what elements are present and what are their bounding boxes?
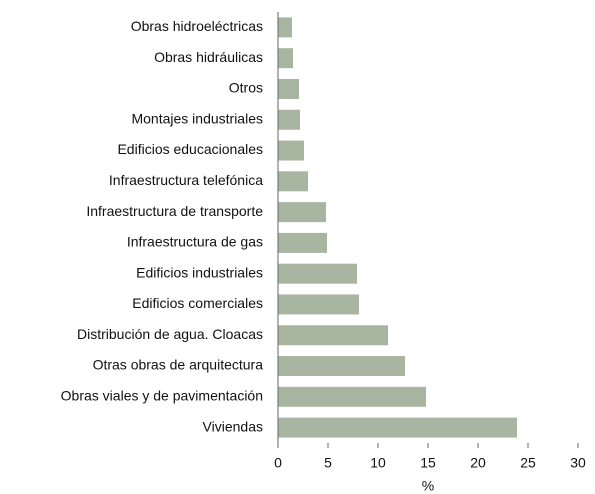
x-tick-label: 0 — [274, 455, 282, 471]
bar — [278, 325, 388, 346]
bar — [278, 294, 359, 315]
bar — [278, 140, 304, 161]
y-tick-label: Edificios comerciales — [132, 295, 263, 311]
bar — [278, 202, 326, 223]
y-tick-label: Otras obras de arquitectura — [93, 357, 264, 373]
y-tick-label: Obras hidráulicas — [154, 49, 263, 65]
bar — [278, 171, 308, 192]
x-tick-label: 15 — [420, 455, 436, 471]
y-tick-label: Viviendas — [203, 418, 263, 434]
x-axis-label: % — [422, 478, 434, 494]
y-tick-label: Edificios educacionales — [117, 141, 263, 157]
bar — [278, 109, 300, 130]
bar — [278, 356, 405, 377]
bar — [278, 417, 517, 438]
y-tick-label: Obras hidroeléctricas — [131, 18, 263, 34]
x-tick-label: 20 — [470, 455, 486, 471]
bar — [278, 386, 426, 407]
bar — [278, 48, 293, 69]
y-tick-label: Distribución de agua. Cloacas — [77, 326, 263, 342]
bar — [278, 17, 292, 38]
bar — [278, 232, 327, 253]
y-tick-label: Infraestructura telefónica — [109, 172, 263, 188]
x-tick-label: 5 — [324, 455, 332, 471]
y-tick-label: Edificios industriales — [136, 264, 263, 280]
y-tick-label: Otros — [229, 80, 263, 96]
y-tick-label: Infraestructura de transporte — [86, 203, 263, 219]
y-tick-label: Montajes industriales — [131, 110, 263, 126]
y-tick-label: Infraestructura de gas — [127, 234, 263, 250]
x-tick-label: 30 — [570, 455, 586, 471]
bar — [278, 78, 299, 99]
x-tick-label: 10 — [370, 455, 386, 471]
y-tick-label: Obras viales y de pavimentación — [61, 388, 263, 404]
bar — [278, 263, 357, 284]
x-tick-label: 25 — [520, 455, 536, 471]
